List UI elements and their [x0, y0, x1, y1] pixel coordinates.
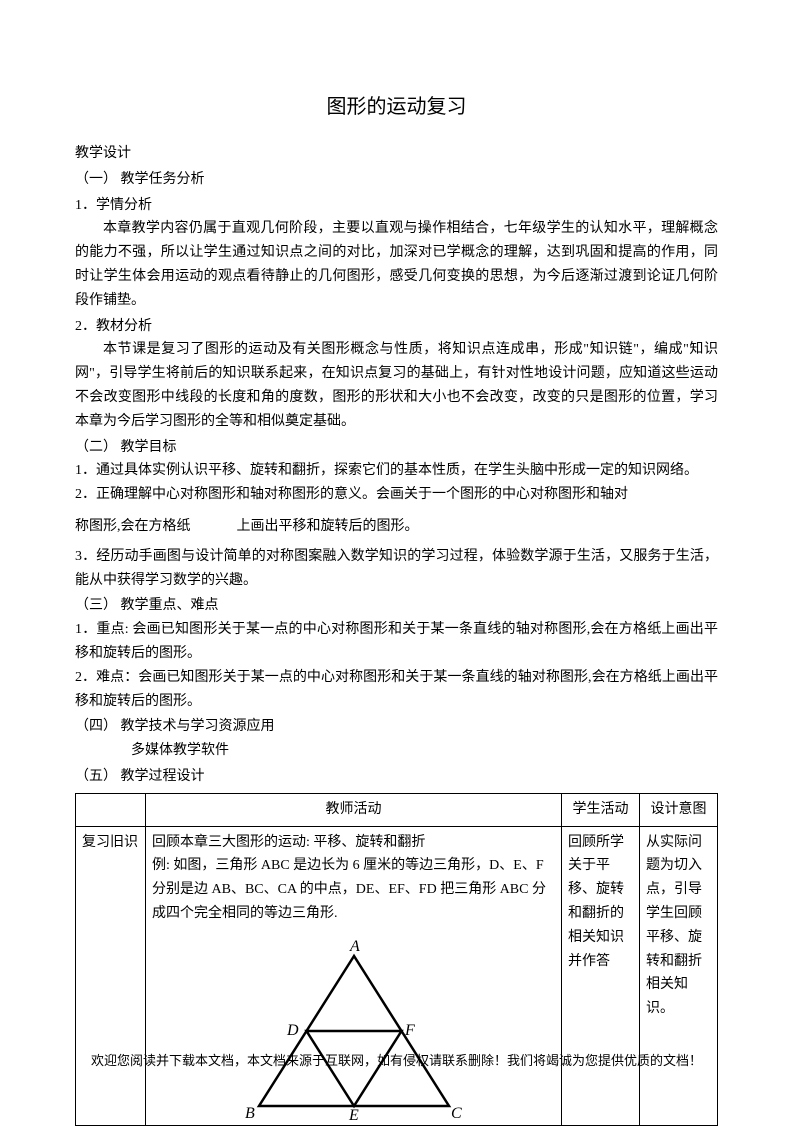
goal-2a: 2．正确理解中心对称图形和轴对称图形的意义。会画关于一个图形的中心对称图形和轴对	[75, 483, 718, 507]
svg-text:C: C	[451, 1105, 462, 1121]
goal-3: 3．经历动手画图与设计简单的对称图案融入数学知识的学习过程，体验数学源于生活，又…	[75, 545, 718, 593]
para-material: 本节课是复习了图形的运动及有关图形概念与性质，将知识点连成串，形成"知识链"，编…	[75, 338, 718, 433]
table-row: 复习旧识 回顾本章三大图形的运动: 平移、旋转和翻折 例: 如图，三角形 ABC…	[76, 826, 718, 1125]
cell-left: 复习旧识	[76, 826, 146, 1125]
heading-s3: （三） 教学重点、难点	[75, 594, 718, 618]
teacher-line2: 例: 如图，三角形 ABC 是边长为 6 厘米的等边三角形，D、E、F 分别是边…	[152, 854, 555, 925]
goal-2b-post: 上画出平移和旋转后的图形。	[237, 519, 419, 534]
svg-text:F: F	[404, 1022, 415, 1039]
th-student: 学生活动	[562, 793, 640, 826]
s4-sub: 多媒体教学软件	[75, 739, 718, 763]
th-blank	[76, 793, 146, 826]
svg-text:E: E	[348, 1107, 359, 1121]
heading-s2: （二） 教学目标	[75, 436, 718, 460]
blank-box	[195, 518, 233, 536]
cell-teacher: 回顾本章三大图形的运动: 平移、旋转和翻折 例: 如图，三角形 ABC 是边长为…	[146, 826, 562, 1125]
table-header-row: 教师活动 学生活动 设计意图	[76, 793, 718, 826]
heading-s1-2: 2．教材分析	[75, 315, 718, 339]
heading-s1: （一） 教学任务分析	[75, 168, 718, 192]
page-title: 图形的运动复习	[75, 90, 718, 124]
para-situation: 本章教学内容仍属于直观几何阶段，主要以直观与操作相结合，七年级学生的认知水平，理…	[75, 217, 718, 312]
lesson-plan-table: 教师活动 学生活动 设计意图 复习旧识 回顾本章三大图形的运动: 平移、旋转和翻…	[75, 793, 718, 1126]
difficulty-2: 2．难点：会画已知图形关于某一点的中心对称图形和关于某一条直线的轴对称图形,会在…	[75, 666, 718, 714]
th-intent: 设计意图	[640, 793, 718, 826]
svg-text:A: A	[349, 938, 360, 955]
teacher-line1: 回顾本章三大图形的运动: 平移、旋转和翻折	[152, 831, 555, 855]
heading-s5: （五） 教学过程设计	[75, 765, 718, 789]
heading-s4: （四） 教学技术与学习资源应用	[75, 715, 718, 739]
cell-student: 回顾所学关于平移、旋转和翻折的相关知识并作答	[562, 826, 640, 1125]
heading-s1-1: 1．学情分析	[75, 194, 718, 218]
cell-intent: 从实际问题为切入点，引导学生回顾平移、旋转和翻折相关知识。	[640, 826, 718, 1125]
difficulty-1: 1．重点: 会画已知图形关于某一点的中心对称图形和关于某一条直线的轴对称图形,会…	[75, 618, 718, 666]
svg-text:D: D	[286, 1022, 299, 1039]
th-teacher: 教师活动	[146, 793, 562, 826]
goal-1: 1．通过具体实例认识平移、旋转和翻折，探索它们的基本性质，在学生头脑中形成一定的…	[75, 459, 718, 483]
heading-design: 教学设计	[75, 142, 718, 166]
triangle-diagram: A B C D E F	[239, 936, 469, 1121]
page-footer: 欢迎您阅读并下载本文档，本文档来源于互联网，如有侵权请联系删除！我们将竭诚为您提…	[0, 1050, 793, 1072]
goal-2b-pre: 称图形,会在方格纸	[75, 519, 191, 534]
svg-text:B: B	[245, 1105, 255, 1121]
goal-2b: 称图形,会在方格纸 上画出平移和旋转后的图形。	[75, 515, 718, 539]
